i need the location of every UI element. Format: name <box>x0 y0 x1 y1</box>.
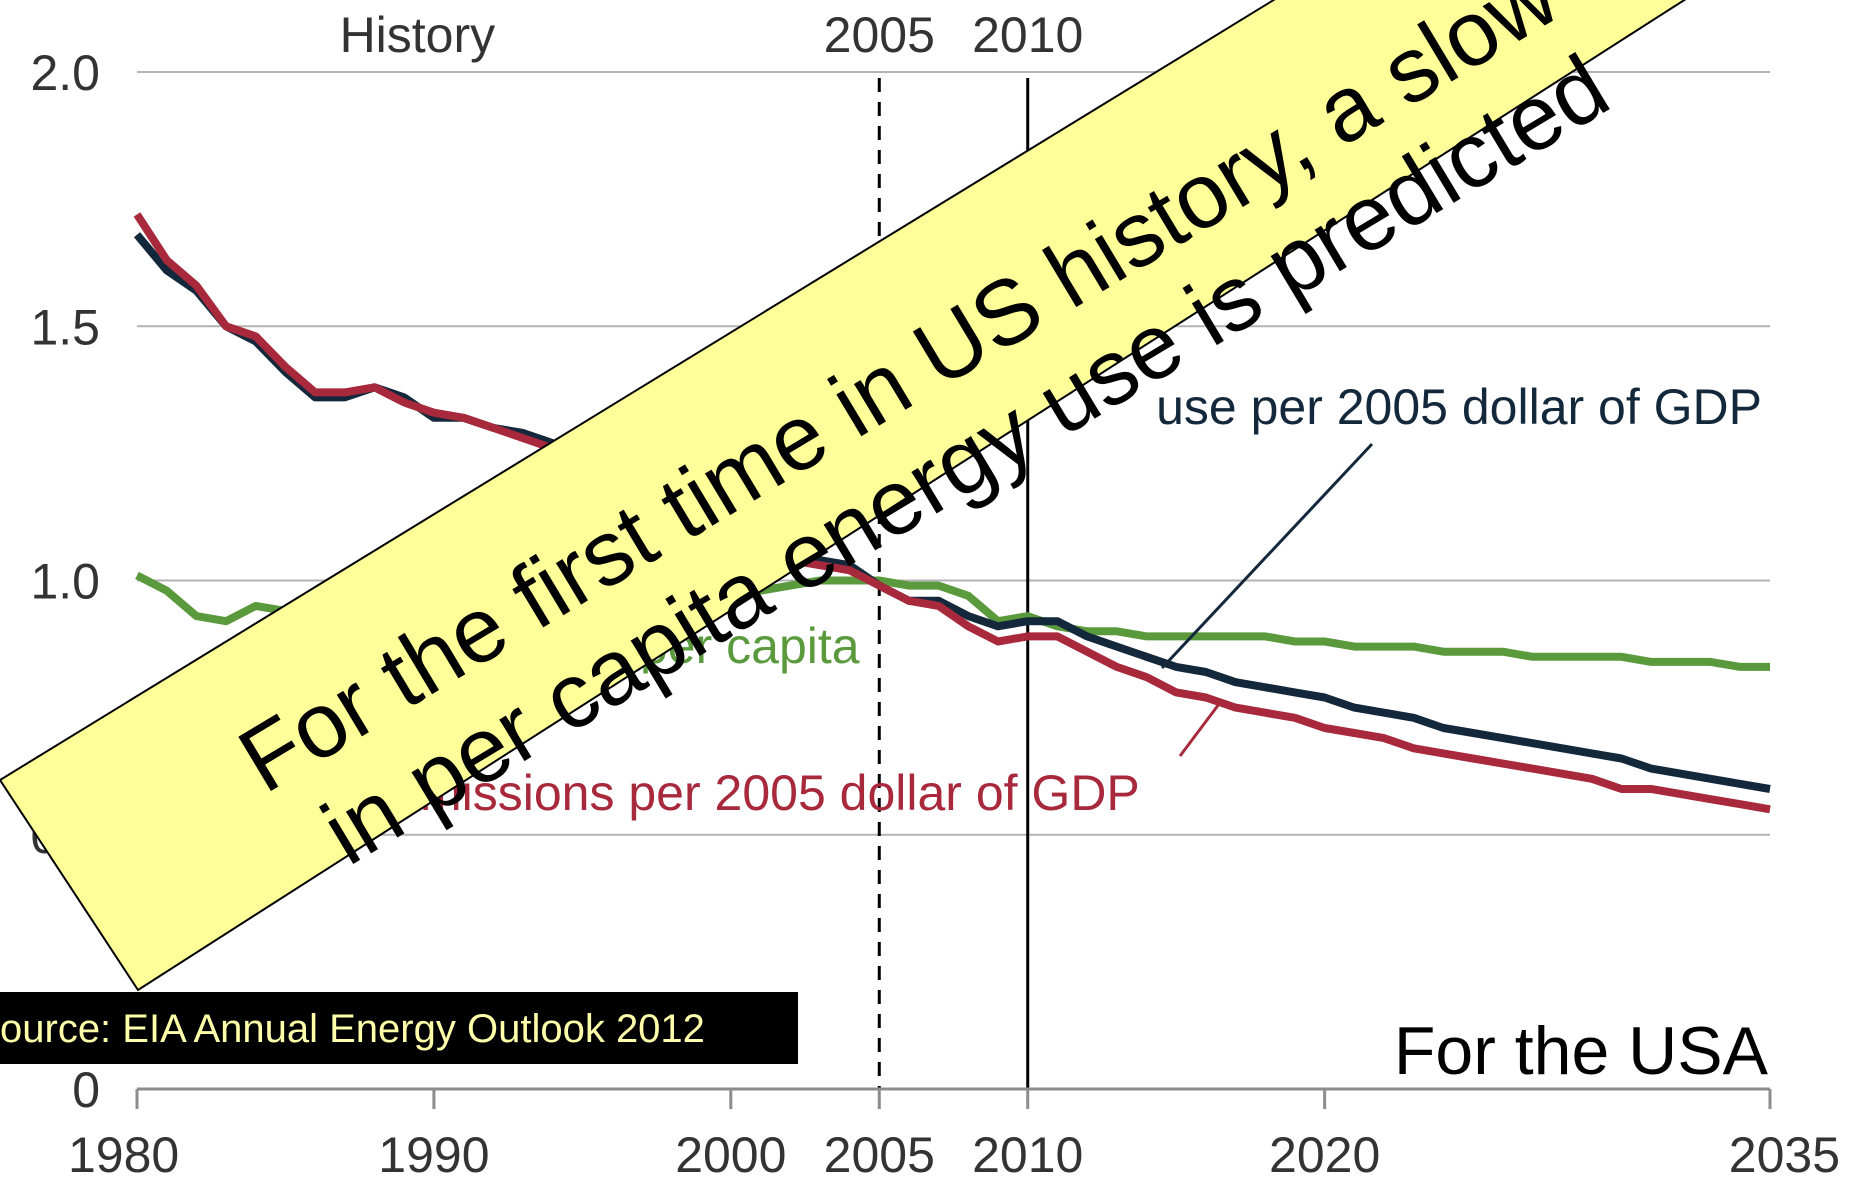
x-tick-label: 1980 <box>68 1127 179 1183</box>
y-tick-label: 0 <box>72 1062 100 1118</box>
y-tick-label: 1.5 <box>30 299 100 355</box>
era-label: 2005 <box>824 7 935 63</box>
x-tick-label: 2035 <box>1729 1127 1840 1183</box>
banner-line-2: in per capita energy use is predicted <box>306 36 1625 885</box>
x-tick-labels: 1980 1990 2000 2005 2010 2020 2035 <box>68 1127 1840 1183</box>
banner-shape <box>0 0 1687 992</box>
banner-group: For the first time in US history, a slow… <box>0 0 1687 992</box>
y-tick-label: 2.0 <box>30 45 100 101</box>
x-tick-label: 2005 <box>824 1127 935 1183</box>
leader-line-energy-gdp <box>1160 442 1374 670</box>
series-label-energy-gdp: use per 2005 dollar of GDP <box>1156 379 1762 435</box>
source-text: ource: EIA Annual Energy Outlook 2012 <box>0 1007 705 1051</box>
series-line-2 <box>133 212 1771 814</box>
era-label: History <box>340 7 496 63</box>
x-axis <box>135 1087 1772 1109</box>
series-label-co2-gdp: missions per 2005 dollar of GDP <box>420 765 1140 821</box>
y-tick-labels: 00.51.01.52.0 <box>30 45 100 1118</box>
x-tick-label: 2000 <box>675 1127 786 1183</box>
x-tick-label: 1990 <box>378 1127 489 1183</box>
y-tick-label: 1.0 <box>30 554 100 610</box>
corner-note: For the USA <box>1394 1013 1769 1089</box>
era-label: 2010 <box>972 7 1083 63</box>
x-tick-label: 2020 <box>1269 1127 1380 1183</box>
source-box <box>0 992 798 1064</box>
era-labels: History 2005 2010 <box>340 7 1084 63</box>
x-tick-label: 2010 <box>972 1127 1083 1183</box>
leader-line-co2-gdp <box>1178 699 1224 757</box>
